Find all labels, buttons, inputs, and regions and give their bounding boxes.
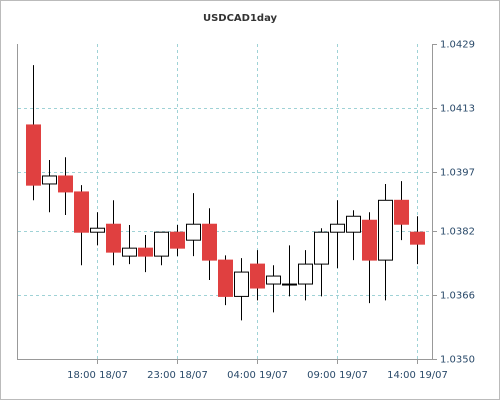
candle-body bbox=[394, 199, 409, 225]
candle-body bbox=[282, 283, 297, 286]
y-tick-label: 1.0413 bbox=[440, 104, 475, 115]
candle-body bbox=[362, 219, 377, 261]
candle-body bbox=[250, 263, 265, 289]
candle-body bbox=[122, 247, 137, 257]
chart-title: USDCAD1day bbox=[203, 13, 278, 24]
candle-body bbox=[26, 124, 41, 186]
candle-body bbox=[298, 263, 313, 285]
y-tick-label: 1.0366 bbox=[440, 291, 475, 302]
x-tick-label: 14:00 19/07 bbox=[387, 370, 448, 381]
candle-body bbox=[106, 223, 121, 253]
x-tick-label: 23:00 18/07 bbox=[147, 370, 208, 381]
candle-body bbox=[42, 175, 57, 185]
y-tick-label: 1.0429 bbox=[440, 40, 475, 51]
candle-body bbox=[202, 223, 217, 261]
candle-body bbox=[58, 175, 73, 193]
y-tick-label: 1.0382 bbox=[440, 227, 475, 238]
candle-body bbox=[346, 215, 361, 233]
y-tick-label: 1.0397 bbox=[440, 168, 475, 179]
x-tick-label: 09:00 19/07 bbox=[307, 370, 368, 381]
candle-body bbox=[234, 271, 249, 297]
x-tick-label: 18:00 18/07 bbox=[67, 370, 128, 381]
candle-body bbox=[90, 227, 105, 233]
x-tick-label: 04:00 19/07 bbox=[227, 370, 288, 381]
candle-body bbox=[170, 231, 185, 249]
candle-body bbox=[378, 199, 393, 261]
candle-body bbox=[186, 223, 201, 241]
candle-body bbox=[154, 231, 169, 257]
candle-body bbox=[218, 259, 233, 297]
y-tick-label: 1.0350 bbox=[440, 355, 475, 366]
candle-body bbox=[74, 191, 89, 233]
candle-body bbox=[138, 247, 153, 257]
candle-body bbox=[266, 275, 281, 285]
marks-layer bbox=[26, 65, 425, 321]
candle-body bbox=[330, 223, 345, 233]
candle-body bbox=[410, 231, 425, 245]
candle-body bbox=[314, 231, 329, 265]
